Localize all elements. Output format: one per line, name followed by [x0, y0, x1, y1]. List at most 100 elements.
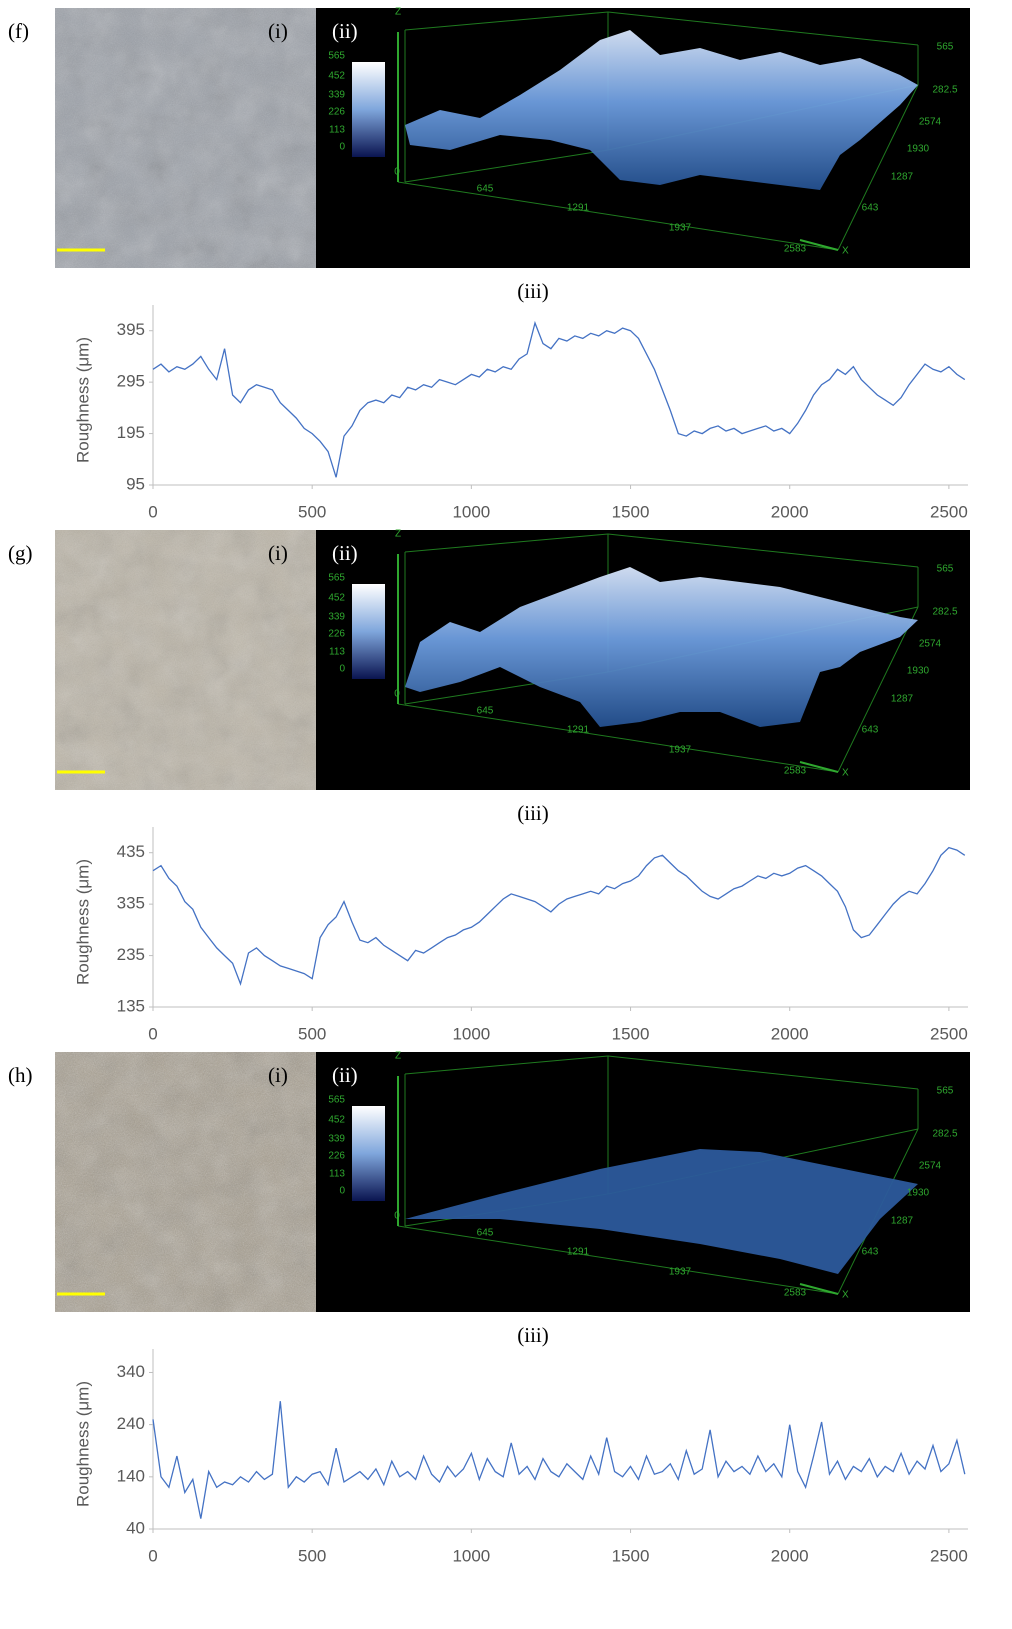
- render-tick: 2574: [919, 117, 942, 128]
- y-tick-label: 140: [117, 1466, 145, 1485]
- render-tick: 282.5: [932, 85, 957, 96]
- y-axis-label: Roughness (μm): [73, 859, 92, 985]
- y-tick-label: 435: [117, 842, 145, 861]
- colorbar: [352, 1106, 385, 1201]
- panel: (g)(i)(ii)ZX5654523392261130565282.52574…: [8, 529, 970, 790]
- x-tick-label: 1000: [452, 502, 490, 521]
- x-tick-label: 2500: [930, 502, 968, 521]
- render-tick: 565: [937, 42, 954, 53]
- colorbar-tick: 452: [328, 71, 345, 82]
- render-axis-label: X: [842, 246, 849, 257]
- render-tick: 2583: [784, 1288, 807, 1299]
- render-tick: 1291: [567, 725, 590, 736]
- x-tick-label: 500: [298, 1024, 326, 1043]
- render-axis-label: X: [842, 1290, 849, 1301]
- chart-title: (iii): [517, 1323, 549, 1347]
- photo-label: (i): [268, 1063, 288, 1087]
- micrograph-grain: [55, 8, 316, 268]
- y-axis-label: Roughness (μm): [73, 337, 92, 463]
- render-tick: 282.5: [932, 1129, 957, 1140]
- render-axis-label: X: [842, 768, 849, 779]
- colorbar-tick: 565: [328, 573, 345, 584]
- render-tick: 1287: [891, 172, 914, 183]
- render-tick: 565: [937, 1086, 954, 1097]
- colorbar-tick: 226: [328, 107, 345, 118]
- render-tick: 1937: [669, 223, 692, 234]
- colorbar-tick: 339: [328, 612, 345, 623]
- colorbar-tick: 339: [328, 1134, 345, 1145]
- x-tick-label: 2500: [930, 1546, 968, 1565]
- render-tick: 643: [862, 203, 879, 214]
- x-tick-label: 0: [148, 1024, 157, 1043]
- chart-title: (iii): [517, 279, 549, 303]
- colorbar-tick: 565: [328, 51, 345, 62]
- y-tick-label: 40: [126, 1518, 145, 1537]
- panel-label: (h): [8, 1063, 33, 1087]
- x-tick-label: 2000: [771, 502, 809, 521]
- render-label: (ii): [332, 541, 358, 565]
- micrograph-grain: [55, 530, 316, 790]
- colorbar-tick: 452: [328, 1115, 345, 1126]
- roughness-line: [153, 1401, 965, 1518]
- render-tick: 1937: [669, 1267, 692, 1278]
- render-tick: 643: [862, 725, 879, 736]
- render-tick: 2574: [919, 639, 942, 650]
- colorbar-tick: 339: [328, 90, 345, 101]
- colorbar-tick: 226: [328, 629, 345, 640]
- render-tick: 565: [937, 564, 954, 575]
- render-tick: 0: [394, 167, 400, 178]
- x-tick-label: 1500: [612, 1024, 650, 1043]
- render-label: (ii): [332, 1063, 358, 1087]
- render-tick: 645: [477, 184, 494, 195]
- x-tick-label: 500: [298, 502, 326, 521]
- x-tick-label: 1500: [612, 502, 650, 521]
- render-tick: 2574: [919, 1161, 942, 1172]
- y-tick-label: 135: [117, 996, 145, 1015]
- x-tick-label: 2000: [771, 1546, 809, 1565]
- colorbar-tick: 0: [339, 1186, 345, 1197]
- render-tick: 1287: [891, 694, 914, 705]
- y-tick-label: 340: [117, 1362, 145, 1381]
- x-tick-label: 500: [298, 1546, 326, 1565]
- colorbar-tick: 113: [329, 647, 345, 658]
- colorbar-tick: 113: [329, 125, 345, 136]
- y-tick-label: 335: [117, 894, 145, 913]
- y-tick-label: 235: [117, 945, 145, 964]
- colorbar-tick: 565: [328, 1095, 345, 1106]
- render-tick: 1291: [567, 203, 590, 214]
- render-tick: 1930: [907, 1188, 930, 1199]
- render-tick: 282.5: [932, 607, 957, 618]
- x-tick-label: 1500: [612, 1546, 650, 1565]
- x-tick-label: 2000: [771, 1024, 809, 1043]
- y-axis-label: Roughness (μm): [73, 1381, 92, 1507]
- micrograph-grain: [55, 1052, 316, 1312]
- x-tick-label: 1000: [452, 1546, 490, 1565]
- render-tick: 643: [862, 1247, 879, 1258]
- x-tick-label: 0: [148, 1546, 157, 1565]
- render-tick: 645: [477, 1228, 494, 1239]
- render-tick: 2583: [784, 766, 807, 777]
- colorbar-tick: 113: [329, 1169, 345, 1180]
- y-tick-label: 395: [117, 320, 145, 339]
- colorbar-tick: 0: [339, 142, 345, 153]
- render-tick: 1291: [567, 1247, 590, 1258]
- colorbar: [352, 584, 385, 679]
- y-tick-label: 240: [117, 1414, 145, 1433]
- render-tick: 2583: [784, 244, 807, 255]
- y-tick-label: 95: [126, 474, 145, 493]
- colorbar-tick: 226: [328, 1151, 345, 1162]
- render-axis-label: Z: [395, 7, 401, 18]
- colorbar-tick: 0: [339, 664, 345, 675]
- x-tick-label: 2500: [930, 1024, 968, 1043]
- panel: (h) (i) (ii) Z X 565 452 339 226 113 0 565 282.5 2574…: [8, 1051, 970, 1312]
- colorbar: [352, 62, 385, 157]
- figure: (f)(i)(ii)ZX5654523392261130565282.52574…: [0, 0, 1012, 1629]
- y-tick-label: 195: [117, 423, 145, 442]
- render-tick: 1930: [907, 666, 930, 677]
- render-tick: 1287: [891, 1216, 914, 1227]
- colorbar-tick: 452: [328, 593, 345, 604]
- photo-label: (i): [268, 19, 288, 43]
- render-tick: 645: [477, 706, 494, 717]
- render-axis-label: Z: [395, 529, 401, 540]
- render-axis-label: Z: [395, 1051, 401, 1062]
